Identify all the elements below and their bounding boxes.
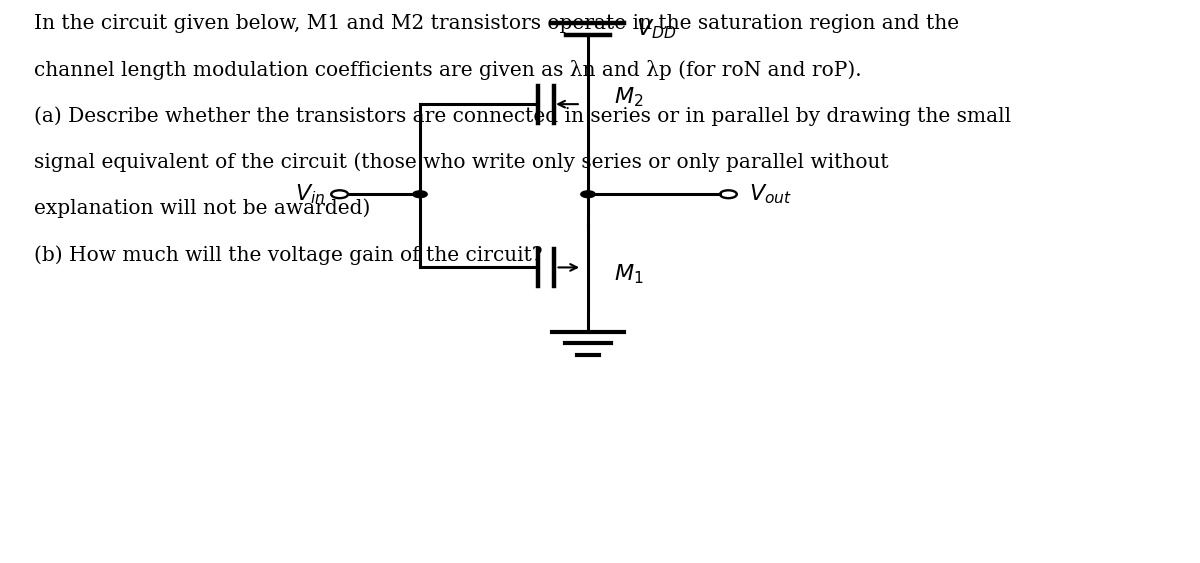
- Text: $M_1$: $M_1$: [614, 262, 644, 286]
- Circle shape: [581, 191, 595, 198]
- Text: (a) Describe whether the transistors are connected in series or in parallel by d: (a) Describe whether the transistors are…: [34, 106, 1010, 126]
- Text: $M_2$: $M_2$: [614, 86, 644, 109]
- Text: $V_{DD}$: $V_{DD}$: [636, 17, 677, 41]
- Circle shape: [413, 191, 427, 198]
- Text: explanation will not be awarded): explanation will not be awarded): [34, 199, 370, 218]
- Text: channel length modulation coefficients are given as λn and λp (for roN and roP).: channel length modulation coefficients a…: [34, 60, 862, 81]
- Text: In the circuit given below, M1 and M2 transistors operate in the saturation regi: In the circuit given below, M1 and M2 tr…: [34, 14, 959, 33]
- Text: $V_{in}$: $V_{in}$: [295, 182, 325, 206]
- Text: (b) How much will the voltage gain of the circuit?: (b) How much will the voltage gain of th…: [34, 245, 542, 265]
- Text: signal equivalent of the circuit (those who write only series or only parallel w: signal equivalent of the circuit (those …: [34, 153, 888, 172]
- Text: $V_{out}$: $V_{out}$: [749, 182, 792, 206]
